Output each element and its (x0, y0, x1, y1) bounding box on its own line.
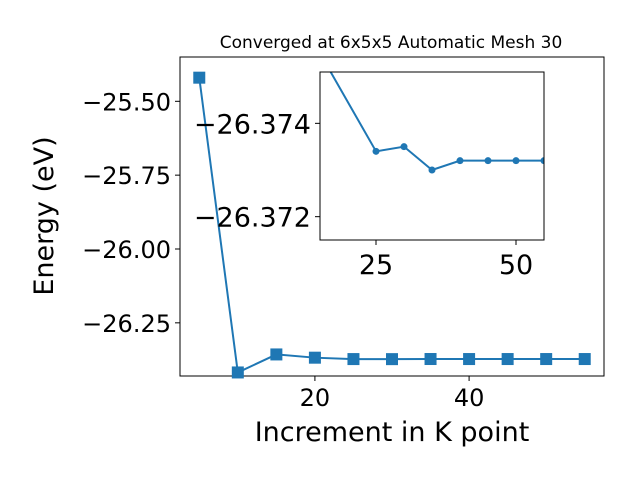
inset-y-tick-label: −26.374 (194, 109, 311, 140)
main-data-point (463, 353, 476, 366)
inset-background (320, 72, 544, 240)
inset-data-point (428, 166, 436, 174)
x-axis-label: Increment in K point (255, 417, 530, 448)
main-data-point (386, 353, 398, 366)
main-data-point (424, 353, 437, 366)
inset-x-tick-label: 25 (359, 250, 393, 281)
main-series (193, 71, 591, 379)
main-y-tick-label: −25.50 (82, 88, 171, 116)
inset-data-point (372, 147, 380, 155)
main-y-ticks: −25.50 −25.75 −26.00 −26.25 (82, 88, 180, 338)
main-y-tick-label: −25.75 (82, 162, 171, 190)
y-axis-label: Energy (eV) (29, 136, 60, 295)
inset-data-point (456, 157, 464, 165)
main-data-point (540, 353, 553, 366)
main-data-point (308, 351, 321, 364)
inset-plot-frame (319, 71, 545, 241)
main-plot-frame (179, 56, 605, 377)
inset-data-point (400, 143, 408, 151)
main-data-point (347, 353, 360, 366)
inset-y-ticks: −26.374 −26.372 (194, 109, 320, 234)
inset-series (329, 72, 544, 174)
main-data-point (231, 366, 244, 379)
main-x-tick-label: 40 (454, 384, 485, 412)
main-data-point (501, 353, 514, 366)
inset-series-line (329, 72, 544, 172)
inset-x-tick-label: 50 (499, 250, 533, 281)
inset-x-ticks: 25 50 (359, 240, 533, 281)
inset-data-point (484, 157, 492, 165)
main-y-tick-label: −26.00 (82, 236, 171, 264)
main-x-ticks: 20 40 (300, 376, 485, 412)
main-x-tick-label: 20 (300, 384, 331, 412)
inset-data-point (540, 157, 544, 165)
main-y-tick-label: −26.25 (82, 310, 171, 338)
main-data-point (578, 353, 591, 366)
main-data-point (270, 348, 283, 361)
main-data-point (193, 71, 206, 84)
chart-title: Converged at 6x5x5 Automatic Mesh 30 (220, 33, 563, 53)
inset-data-point (512, 157, 520, 165)
inset-y-tick-label: −26.372 (194, 203, 311, 234)
